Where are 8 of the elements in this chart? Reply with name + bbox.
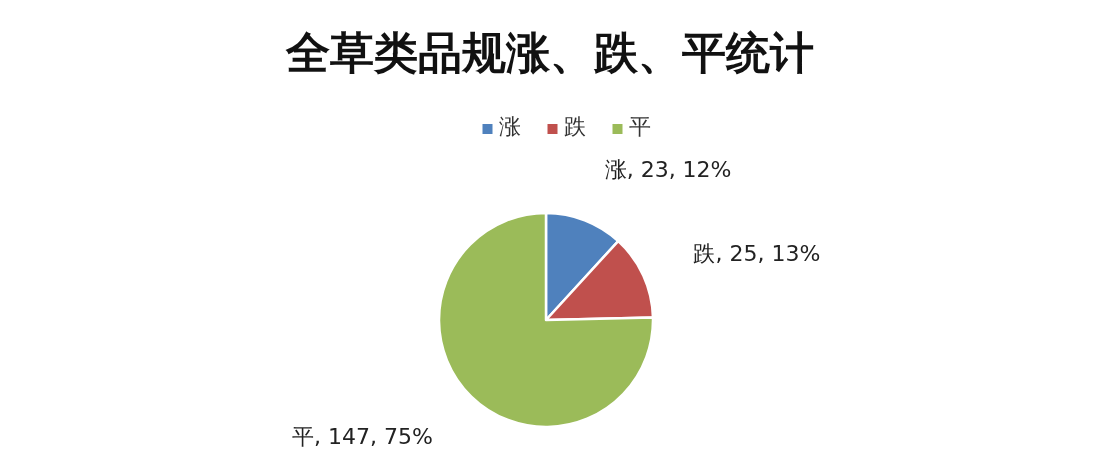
legend-label: 跌 bbox=[563, 114, 586, 139]
pie-slice bbox=[437, 211, 655, 429]
legend-label: 平 bbox=[628, 114, 651, 139]
legend-label: 涨 bbox=[498, 114, 521, 139]
data-label: 平, 147, 75% bbox=[291, 423, 433, 449]
chart-title: 全草类品规涨、跌、平统计 bbox=[285, 27, 814, 78]
data-label: 跌, 25, 13% bbox=[693, 240, 821, 266]
data-label: 涨, 23, 12% bbox=[604, 157, 732, 182]
